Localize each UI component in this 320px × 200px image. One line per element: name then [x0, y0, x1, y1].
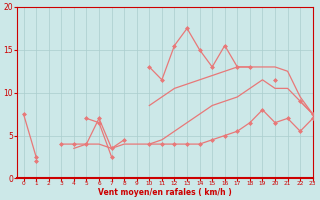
X-axis label: Vent moyen/en rafales ( km/h ): Vent moyen/en rafales ( km/h ) [98, 188, 232, 197]
